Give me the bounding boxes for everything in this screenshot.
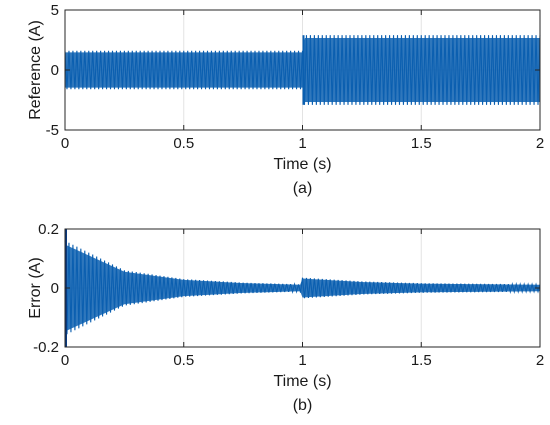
b-ytick-label-1: 0 bbox=[51, 280, 59, 297]
panel-a-x-tick-labels: 0 0.5 1 1.5 2 bbox=[61, 135, 544, 152]
a-ytick-label-1: 0 bbox=[51, 62, 59, 79]
panel-a-reference: 0 0.5 1 1.5 2 -505 Time (s) Reference (A) (a… bbox=[27, 2, 544, 197]
panel-b-tick-marks bbox=[64, 228, 541, 348]
panel-b-y-tick-labels: -0.2 0 0.2 bbox=[33, 221, 59, 356]
b-xtick-label-4: 2 bbox=[536, 352, 544, 369]
panel-a-caption: (a) bbox=[293, 180, 313, 197]
panel-a-signal bbox=[64, 35, 541, 105]
panel-b-x-tick-labels: 0 0.5 1 1.5 2 bbox=[61, 352, 544, 369]
b-xtick-label-2: 1 bbox=[298, 352, 306, 369]
a-xtick-label-0: 0 bbox=[61, 135, 69, 152]
panel-a-y-axis-label: Reference (A) bbox=[27, 20, 44, 120]
panel-a-x-axis-label: Time (s) bbox=[273, 156, 331, 173]
panel-a-tick-marks bbox=[64, 9, 541, 131]
a-xtick-label-2: 1 bbox=[298, 135, 306, 152]
a-signal-step-edge bbox=[302, 35, 305, 105]
a-xtick-label-1: 0.5 bbox=[173, 135, 194, 152]
b-xtick-label-0: 0 bbox=[61, 352, 69, 369]
b-signal-band bbox=[65, 244, 540, 332]
panel-b-y-axis-label: Error (A) bbox=[27, 257, 44, 318]
panel-b-x-axis-label: Time (s) bbox=[273, 373, 331, 390]
panel-b-caption: (b) bbox=[293, 397, 313, 414]
b-signal-line bbox=[64, 240, 541, 335]
a-ytick-label-2: 5 bbox=[51, 2, 59, 19]
panel-a-y-tick-labels: -5 0 5 bbox=[46, 2, 59, 139]
b-ytick-label-2: 0.2 bbox=[38, 221, 59, 238]
b-xtick-label-3: 1.5 bbox=[411, 352, 432, 369]
b-xtick-label-1: 0.5 bbox=[173, 352, 194, 369]
a-xtick-label-4: 2 bbox=[536, 135, 544, 152]
a-xtick-label-3: 1.5 bbox=[411, 135, 432, 152]
a-ytick-label-0: -5 bbox=[46, 122, 59, 139]
b-ytick-label-0: -0.2 bbox=[33, 339, 59, 356]
panel-b-error: 0 0.5 1 1.5 2 -0.200.2 Time (s) Error (A) (b… bbox=[27, 221, 544, 414]
